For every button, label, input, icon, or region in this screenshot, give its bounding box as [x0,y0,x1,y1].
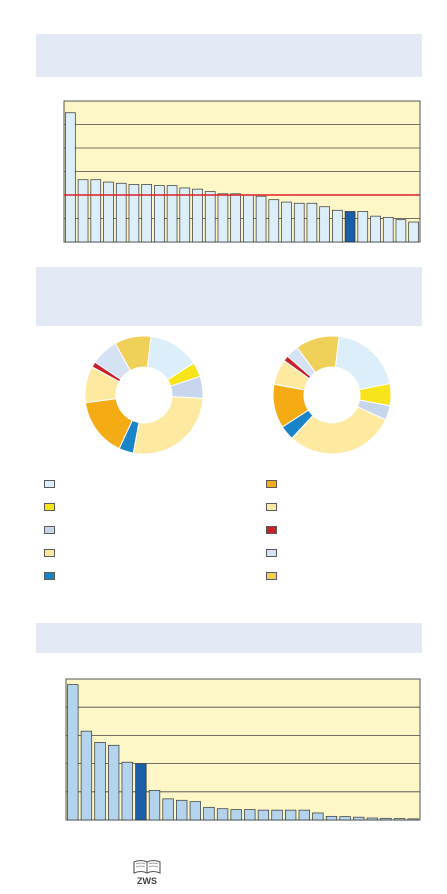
top-chart-bar-19 [293,202,305,243]
top-chart-bar-9 [166,185,178,243]
legend-item [44,480,55,488]
bottom-chart-bar-10 [189,801,202,821]
bottom-chart-bar-3 [94,742,106,821]
top-chart-bar-24 [357,211,369,243]
legend-swatch [44,480,55,488]
bottom-chart-bar-19 [312,812,324,821]
top-chart-bar-26 [382,216,394,243]
open-book-icon: ZWS [133,859,161,886]
top-chart-bar-10 [179,187,191,243]
top-chart-bar-14 [230,193,241,243]
top-chart-bar-25 [370,215,381,243]
bottom-chart-bar-1 [67,684,79,821]
legend-item [266,503,277,511]
bottom-chart-bar-21 [339,816,351,821]
bottom-chart-bar-22 [353,816,365,821]
right-donut-slice-4 [291,406,387,455]
right-donut-slice-10 [296,335,340,374]
top-chart-bar-17 [268,199,280,243]
top-chart-bar-21 [319,206,330,243]
legend-swatch [266,572,277,580]
header-band-bottom [36,623,422,653]
bottom-chart-bar-17 [284,809,297,821]
bottom-chart-bar-15 [257,809,270,821]
bottom-chart-bar-9 [176,799,188,821]
legend-item [44,503,55,511]
top-chart-bar-27 [395,219,407,243]
top-chart-bar-13 [217,193,229,243]
legend-swatch [44,526,55,534]
top-chart-bar-28 [408,221,419,243]
top-chart-bar-4 [103,181,114,243]
zws-logo: ZWS [129,858,165,886]
bottom-chart-bar-20 [325,815,338,821]
bottom-chart-bar-11 [203,806,215,821]
top-chart-bar-2 [77,179,89,243]
bottom-chart-bar-5 [121,761,133,821]
top-chart-bar-15 [243,194,254,243]
legend-swatch [44,503,55,511]
bottom-chart-bar-16 [271,809,283,821]
bottom-chart-bar-14 [244,809,256,821]
top-chart-bar-7 [141,184,152,243]
bottom-chart-bar-23 [366,817,379,821]
bottom-chart-bar-8 [162,798,174,821]
top-chart-bar-8 [154,185,165,243]
top-chart-bar-6 [128,184,140,243]
legend-item [44,526,55,534]
bottom-chart-bar-4 [107,744,120,821]
top-chart-bar-18 [281,201,292,243]
right-donut-slice-1 [334,335,391,391]
left-donut-slice-4 [132,396,204,455]
bottom-chart-bar-13 [230,809,242,821]
top-chart-bar-23 [344,211,356,243]
top-chart-bar-12 [204,191,216,243]
bottom-chart-bar-26 [407,818,419,821]
bottom-chart-bar-2 [80,730,93,821]
top-chart-bar-1 [65,112,76,243]
top-chart-bar-11 [192,188,203,243]
left-donut-slice-10 [114,335,152,372]
top-chart-bar-16 [255,195,267,243]
header-band-middle [36,267,422,326]
legend-swatch [266,503,277,511]
bottom-chart-bar-25 [393,818,406,821]
logo-text: ZWS [137,876,157,886]
legend-item [266,549,277,557]
top-chart-bar-22 [332,209,343,243]
legend-swatch [44,549,55,557]
bottom-chart-bar-12 [216,808,229,821]
top-chart-bar-3 [90,179,102,243]
legend-swatch [266,480,277,488]
bottom-chart-bar-6 [135,763,147,821]
bottom-chart-bar-18 [298,809,310,821]
legend-swatch [266,549,277,557]
top-chart-bar-5 [115,182,127,243]
legend-item [266,526,277,534]
header-band-top [36,34,422,77]
top-chart-bar-20 [306,202,318,243]
legend-item [44,549,55,557]
legend-swatch [266,526,277,534]
bottom-chart-bar-24 [380,817,392,821]
bottom-chart-bar-7 [148,790,161,821]
legend-item [266,572,277,580]
legend-item [44,572,55,580]
legend-swatch [44,572,55,580]
legend-item [266,480,277,488]
